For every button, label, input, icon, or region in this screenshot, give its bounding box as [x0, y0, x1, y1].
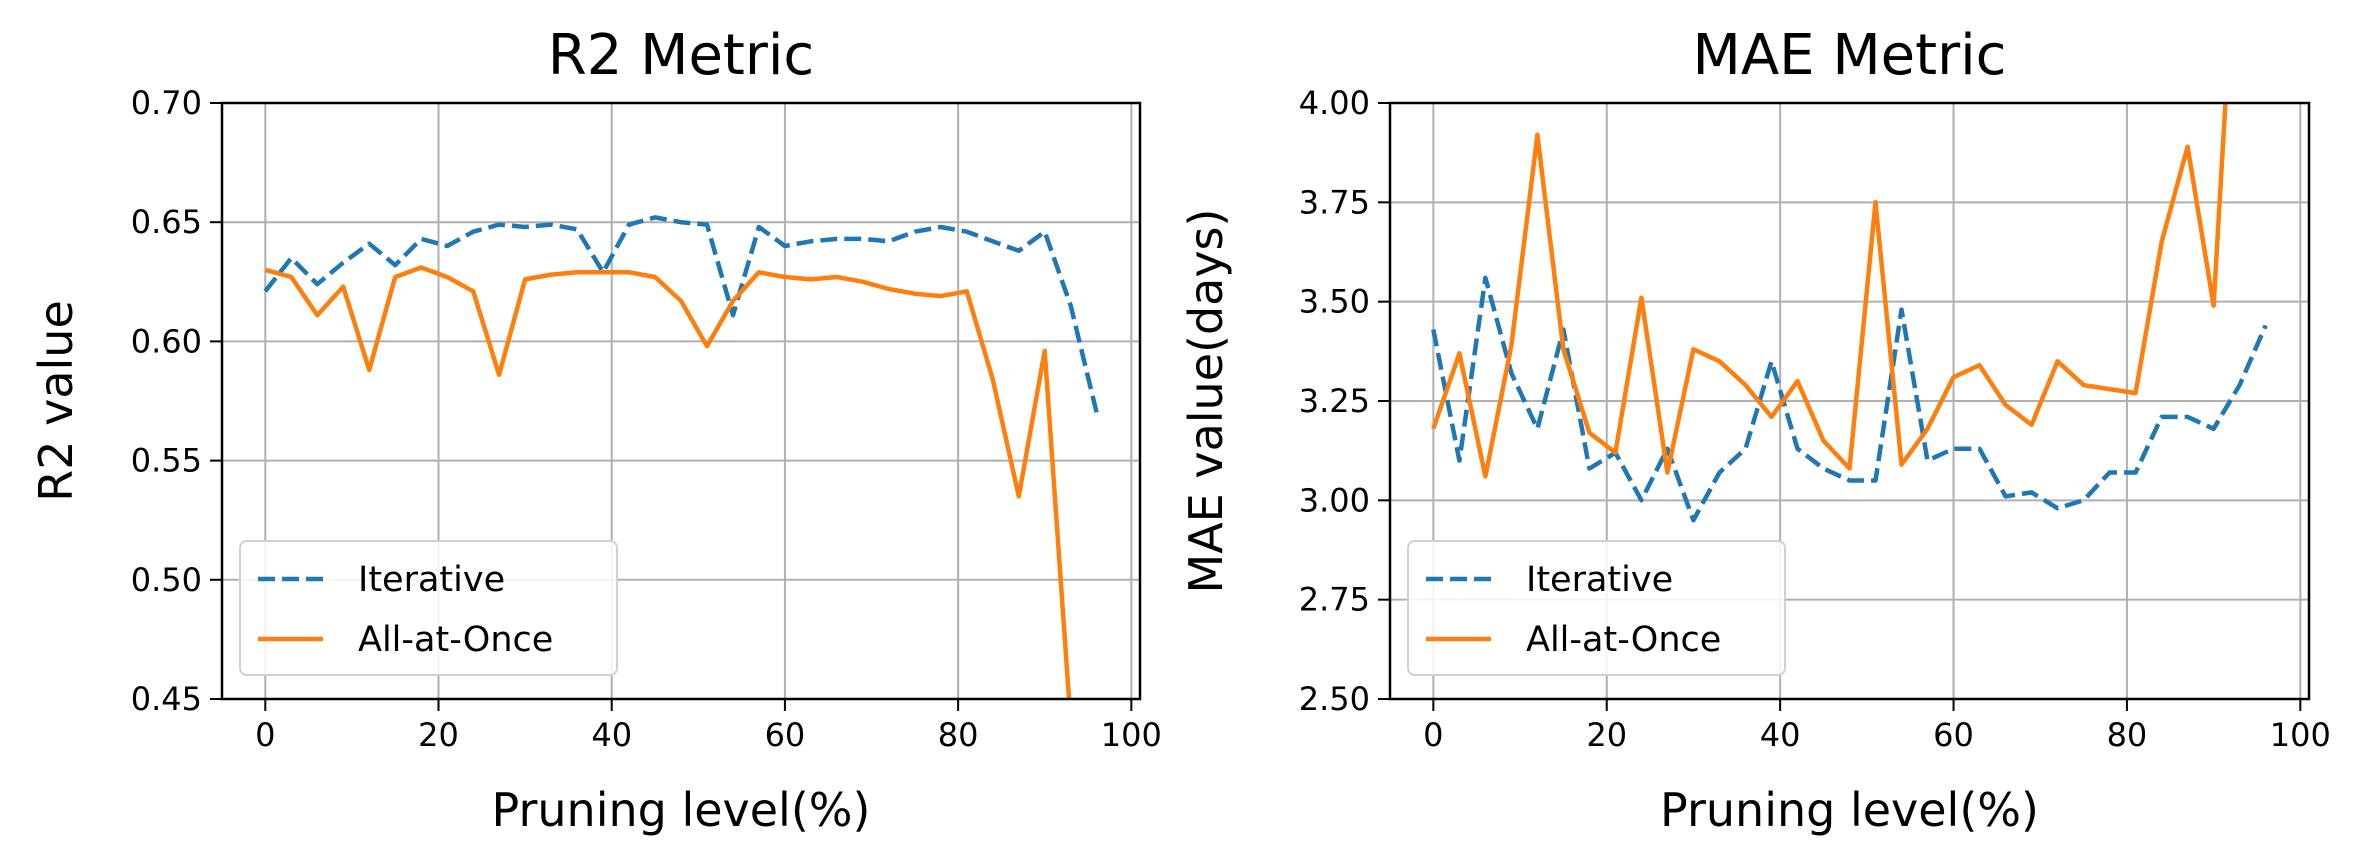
- y-tick-label: 0.70: [131, 84, 202, 122]
- chart-title: R2 Metric: [548, 23, 814, 88]
- legend-label: All-at-Once: [358, 620, 553, 660]
- y-tick-label: 2.75: [1299, 581, 1370, 619]
- y-tick-label: 3.25: [1299, 382, 1370, 420]
- axes-frame: [220, 101, 1142, 701]
- legend-label: All-at-Once: [1526, 620, 1721, 660]
- x-axis-label: Pruning level(%): [492, 783, 871, 837]
- x-tick-label: 20: [418, 716, 459, 754]
- x-tick-label: 0: [255, 716, 275, 754]
- series-line-iterative: [263, 215, 1099, 414]
- y-tick-label: 2.50: [1299, 680, 1370, 718]
- chart-title: MAE Metric: [1693, 23, 2007, 88]
- y-tick-label: 3.50: [1299, 283, 1370, 321]
- y-tick-label: 0.45: [131, 680, 202, 718]
- x-tick-label: 20: [1586, 716, 1627, 754]
- legend-box: [1407, 540, 1786, 676]
- legend: Iterative All-at-Once: [1407, 540, 1786, 676]
- x-tick-label: 0: [1423, 716, 1443, 754]
- y-tick-label: 0.55: [131, 442, 202, 480]
- series-line-all-at-once: [1431, 103, 2228, 479]
- x-tick-label: 60: [1933, 716, 1974, 754]
- x-tick-label: 40: [1760, 716, 1801, 754]
- x-tick-label: 80: [938, 716, 979, 754]
- y-tick-label: 0.50: [131, 561, 202, 599]
- x-tick-label: 40: [591, 716, 632, 754]
- legend: Iterative All-at-Once: [239, 540, 618, 676]
- x-axis-label: Pruning level(%): [1660, 783, 2039, 837]
- x-tick-label: 100: [2270, 716, 2331, 754]
- mae-metric-panel: MAE Metric Pruning level(%) MAE value(da…: [1179, 23, 2331, 837]
- y-tick-label: 3.00: [1299, 481, 1370, 519]
- r2-metric-panel: R2 Metric Pruning level(%) R2 value 0 20 4…: [29, 23, 1162, 837]
- x-tick-label: 100: [1101, 716, 1162, 754]
- y-tick-label: 0.65: [131, 203, 202, 241]
- y-axis-label: MAE value(days): [1179, 209, 1233, 594]
- x-tick-label: 80: [2107, 716, 2148, 754]
- legend-label: Iterative: [358, 560, 505, 600]
- x-tick-label: 60: [765, 716, 806, 754]
- legend-box: [239, 540, 618, 676]
- y-tick-label: 0.60: [131, 322, 202, 360]
- legend-label: Iterative: [1526, 560, 1673, 600]
- series-line-all-at-once: [264, 265, 1072, 699]
- y-axis-label: R2 value: [29, 300, 83, 502]
- y-tick-label: 4.00: [1299, 84, 1370, 122]
- y-tick-label: 3.75: [1299, 183, 1370, 221]
